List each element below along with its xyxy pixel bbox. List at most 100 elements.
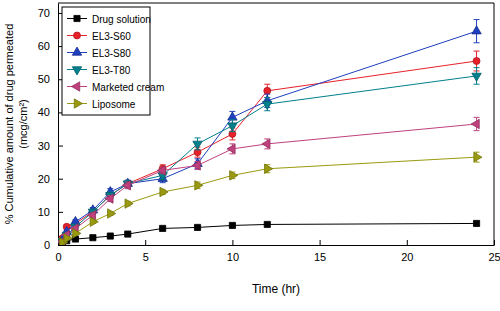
marker (158, 173, 167, 181)
y-axis-line (58, 4, 59, 246)
error-bar-cap (264, 97, 270, 98)
legend-item: Liposome (67, 99, 136, 110)
marker (90, 217, 98, 226)
x-tick: 25 (488, 240, 500, 263)
marker (473, 58, 480, 65)
legend-marker (74, 99, 82, 108)
y-tick: 60 (38, 40, 63, 52)
error-bar-cap (264, 94, 270, 95)
legend-item: EL3-T80 (67, 65, 131, 76)
error-bar-cap (474, 67, 480, 68)
marker (195, 181, 203, 190)
series (58, 117, 480, 245)
marker (471, 119, 479, 128)
legend-label: Marketed cream (92, 82, 164, 93)
legend-marker (72, 67, 81, 75)
marker (228, 112, 237, 120)
legend-label: Drug solution (92, 14, 151, 25)
y-tick-mark (58, 179, 63, 180)
x-tick-mark (320, 240, 321, 245)
marker (472, 26, 481, 34)
legend-item: Marketed cream (67, 82, 164, 93)
y-tick-mark (58, 146, 63, 147)
y-tick: 20 (38, 173, 63, 185)
legend-box (62, 7, 150, 115)
marker (160, 225, 166, 231)
x-tick-label: 5 (143, 251, 149, 263)
marker (263, 101, 272, 109)
legend: Drug solution EL3-S60 EL3-S80 EL3-T80 Market… (62, 7, 164, 115)
y-tick-label: 30 (38, 140, 50, 152)
x-tick: 10 (227, 240, 239, 263)
x-tick-mark (407, 240, 408, 245)
marker (264, 221, 270, 227)
x-tick: 15 (314, 240, 326, 263)
error-bar-cap (264, 84, 270, 85)
marker (473, 220, 479, 226)
marker (264, 87, 271, 94)
legend-item: EL3-S80 (67, 47, 131, 58)
x-axis: 0 5 10 15 20 25 (55, 240, 500, 263)
marker (265, 164, 273, 173)
plot: 0510152025010203040506070Drug solutionEL… (38, 3, 500, 263)
marker (229, 222, 235, 228)
legend-item: EL3-S60 (67, 31, 131, 42)
error-bar-cap (474, 19, 480, 20)
y-tick: 40 (38, 106, 63, 118)
legend-marker (72, 82, 80, 91)
marker (192, 161, 200, 170)
error-bar-cap (229, 119, 235, 120)
y-tick-mark (58, 212, 63, 213)
y-tick-label: 10 (38, 206, 50, 218)
y-axis-title: % Cumulative amount of drug permeated (3, 24, 15, 225)
marker (228, 123, 237, 131)
marker (71, 216, 80, 224)
marker (125, 231, 131, 237)
error-bar-cap (474, 42, 480, 43)
series-line (62, 157, 476, 242)
marker (262, 139, 270, 148)
marker (108, 209, 116, 218)
frame (494, 3, 495, 245)
chart: 0510152025010203040506070Drug solutionEL… (0, 0, 500, 311)
y-tick-mark (58, 245, 63, 246)
y-tick-label: 60 (38, 40, 50, 52)
x-tick-label: 20 (401, 251, 413, 263)
series (59, 152, 482, 245)
y-tick: 10 (38, 206, 63, 218)
marker (227, 144, 235, 153)
legend-marker (72, 47, 81, 55)
y-axis-title: (mcg/cm²) (17, 99, 29, 149)
marker (125, 199, 133, 208)
marker (474, 152, 482, 161)
series-line (62, 76, 476, 241)
frame (58, 3, 494, 4)
error-bar (474, 51, 480, 71)
legend-label: EL3-S60 (92, 31, 131, 42)
error-bar-cap (264, 110, 270, 111)
legend-item: Drug solution (67, 14, 151, 25)
y-tick-label: 20 (38, 173, 50, 185)
x-tick-mark (145, 240, 146, 245)
marker (472, 73, 481, 81)
y-tick-label: 0 (44, 239, 50, 251)
error-bar-cap (474, 130, 480, 131)
y-tick: 30 (38, 140, 63, 152)
y-tick: 50 (38, 73, 63, 85)
y-tick-label: 50 (38, 73, 50, 85)
series (59, 220, 479, 245)
x-tick: 20 (401, 240, 413, 263)
error-bar-cap (474, 51, 480, 52)
marker (157, 166, 165, 175)
series-line (62, 124, 476, 242)
marker (107, 233, 113, 239)
marker (193, 141, 202, 149)
x-axis-title: Time (hr) (252, 282, 300, 296)
error-bar-cap (264, 97, 270, 98)
marker (90, 235, 96, 241)
legend-label: EL3-T80 (92, 65, 131, 76)
error-bar-cap (195, 157, 201, 158)
y-axis: 010203040506070 (38, 4, 63, 252)
marker (105, 194, 113, 203)
x-tick-label: 0 (55, 251, 61, 263)
